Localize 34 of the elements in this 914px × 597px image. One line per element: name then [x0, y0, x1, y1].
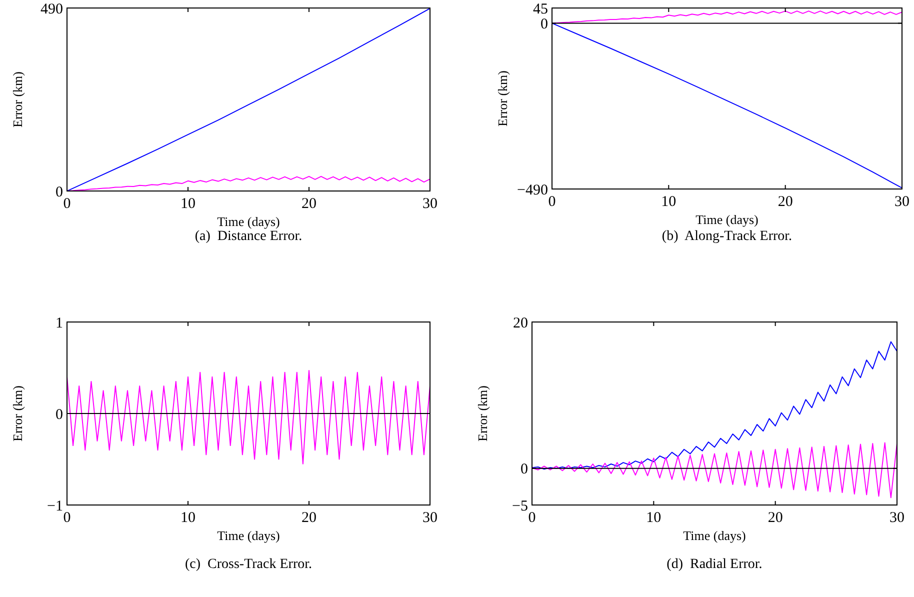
y-axis-title: Error (km): [475, 386, 490, 442]
x-axis-title: Time (days): [696, 212, 758, 227]
y-axis-title: Error (km): [10, 386, 25, 442]
x-tick-label: 30: [894, 194, 910, 210]
y-tick-label: −5: [512, 498, 528, 514]
y-tick-label: 0: [540, 16, 548, 32]
x-tick-label: 10: [180, 196, 196, 212]
x-tick-label: 30: [422, 196, 438, 212]
x-tick-label: 10: [646, 510, 662, 526]
y-tick-label: 490: [40, 1, 63, 18]
y-tick-label: 20: [513, 315, 528, 332]
x-tick-label: 10: [661, 194, 676, 210]
x-tick-label: 10: [180, 510, 196, 526]
y-axis-title: Error (km): [10, 72, 25, 128]
text: (a) Distance Error.: [194, 229, 302, 244]
x-axis-title: Time (days): [683, 528, 746, 543]
x-tick-label: 20: [302, 196, 316, 212]
x-tick-label: 30: [890, 510, 904, 526]
y-tick-label: 45: [533, 1, 548, 18]
x-tick-label: 30: [422, 510, 438, 526]
x-tick-label: 20: [302, 510, 316, 526]
text: (b) Along-Track Error.: [662, 229, 792, 244]
y-tick-label: −490: [517, 182, 548, 198]
y-axis-title: Error (km): [495, 70, 510, 126]
y-tick-label: 0: [520, 462, 528, 478]
y-tick-label: 0: [56, 406, 63, 423]
text: (d) Radial Error.: [666, 557, 762, 572]
x-tick-label: 20: [768, 510, 783, 526]
y-tick-label: −1: [47, 498, 63, 514]
x-tick-label: 20: [778, 194, 793, 210]
text: (c) Cross-Track Error.: [184, 557, 312, 572]
x-axis-title: Time (days): [217, 214, 280, 229]
x-axis-title: Time (days): [217, 528, 280, 543]
y-tick-label: 1: [56, 315, 63, 332]
